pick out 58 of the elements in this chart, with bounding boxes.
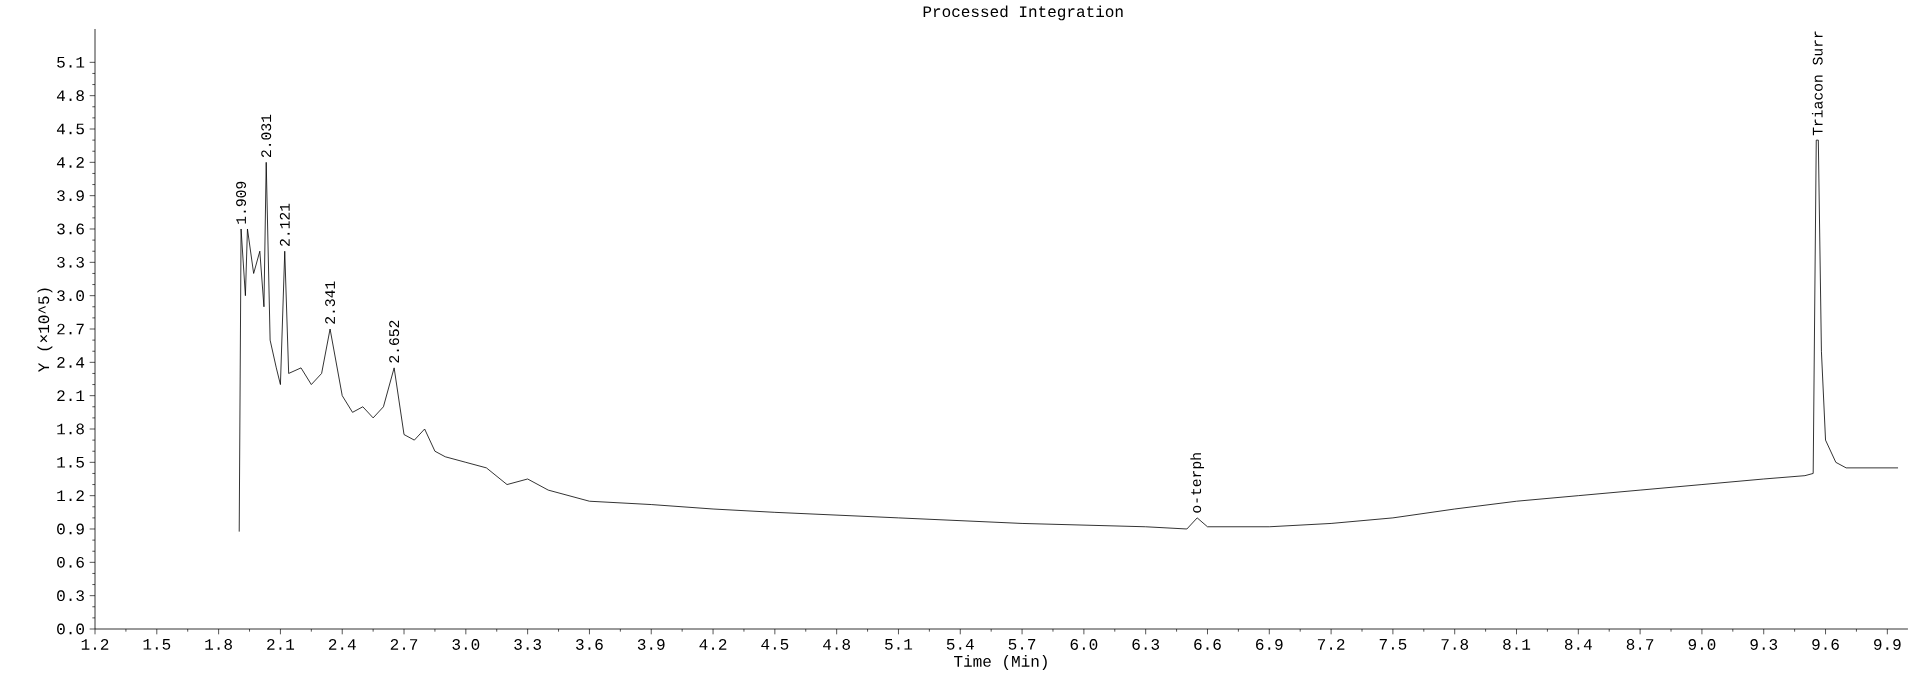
annotation: o-terph	[1190, 453, 1205, 513]
y-tick-label: 0.9	[57, 523, 84, 535]
chart-title: Processed Integration	[923, 5, 1123, 21]
y-tick-label: 2.7	[57, 323, 84, 335]
x-tick-label: 4.2	[699, 639, 727, 650]
x-tick-label: 9.0	[1688, 639, 1716, 650]
x-tick-label: 7.2	[1317, 639, 1345, 650]
x-tick-label: 1.8	[205, 639, 232, 650]
y-tick-label: 1.2	[57, 490, 84, 502]
x-tick-label: 7.8	[1441, 639, 1469, 650]
annotation: 2.652	[389, 320, 400, 363]
x-tick-label: 8.1	[1503, 639, 1531, 650]
y-tick-label: 4.8	[56, 90, 84, 102]
x-tick-label: 9.6	[1812, 639, 1839, 650]
y-tick-label: 3.3	[57, 256, 84, 268]
y-tick-label: 3.0	[57, 290, 84, 302]
x-tick-label: 2.4	[328, 639, 356, 650]
y-tick-label: 0.0	[57, 623, 84, 635]
x-tick-label: 2.7	[390, 639, 418, 650]
x-tick-label: 3.9	[637, 639, 665, 650]
x-tick-label: 6.0	[1070, 639, 1098, 650]
x-tick-label: 7.5	[1379, 639, 1407, 650]
annotation: Triacon Surr	[1811, 31, 1823, 136]
x-tick-label: 2.1	[267, 639, 295, 650]
x-tick-label: 3.3	[514, 639, 542, 650]
x-tick-label: 3.6	[576, 639, 603, 650]
x-axis-title: Time (Min)	[954, 655, 1047, 670]
x-tick-label: 9.3	[1750, 639, 1778, 650]
y-tick-label: 4.2	[56, 156, 84, 168]
annotation: 1.909	[236, 181, 247, 224]
x-tick-label: 6.3	[1132, 639, 1160, 650]
x-tick-label: 8.7	[1626, 639, 1654, 650]
x-tick-label: 5.1	[885, 639, 913, 650]
x-tick-label: 6.6	[1194, 639, 1221, 650]
y-tick-label: 5.1	[57, 56, 85, 68]
x-tick-label: 4.8	[823, 639, 851, 650]
x-tick-label: 8.4	[1564, 639, 1592, 650]
x-tick-label: 4.5	[761, 639, 789, 650]
x-tick-label: 1.2	[81, 639, 109, 650]
y-tick-label: 2.1	[57, 390, 85, 402]
annotation: 2.031	[261, 114, 272, 158]
y-tick-label: 1.5	[57, 456, 84, 468]
y-tick-label: 3.9	[57, 190, 84, 202]
x-tick-label: 5.4	[946, 639, 974, 650]
x-tick-label: 3.0	[452, 639, 480, 650]
y-tick-label: 2.4	[57, 356, 85, 368]
y-tick-label: 4.5	[56, 123, 84, 135]
annotation: 2.121	[279, 203, 290, 246]
y-tick-label: 3.6	[57, 223, 84, 235]
y-axis-title: Y (×10^5)	[37, 288, 53, 372]
x-tick-label: 9.9	[1874, 639, 1901, 650]
x-tick-label: 5.7	[1008, 639, 1036, 650]
x-tick-label: 1.5	[143, 639, 171, 650]
x-tick-label: 6.9	[1256, 639, 1283, 650]
y-tick-label: 0.3	[57, 590, 84, 602]
y-tick-label: 0.6	[57, 556, 84, 568]
annotation: 2.341	[325, 281, 336, 324]
y-tick-label: 1.8	[57, 423, 84, 435]
